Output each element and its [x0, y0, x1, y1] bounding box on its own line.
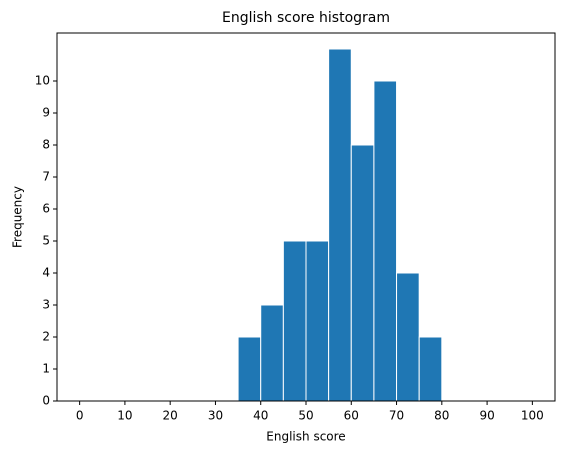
x-tick-label: 80 — [434, 409, 449, 423]
y-tick-label: 2 — [42, 330, 50, 344]
y-tick-label: 0 — [42, 394, 50, 408]
x-tick-label: 20 — [163, 409, 178, 423]
bar — [418, 336, 443, 402]
y-tick-label: 4 — [42, 266, 50, 280]
bar — [260, 304, 284, 402]
x-tick-label: 10 — [117, 409, 132, 423]
bar — [373, 80, 398, 402]
y-tick-label: 7 — [42, 170, 50, 184]
bar — [328, 48, 352, 402]
x-tick-label: 0 — [76, 409, 84, 423]
bar — [237, 336, 262, 402]
y-tick-label: 9 — [42, 106, 50, 120]
y-tick-label: 5 — [42, 234, 50, 248]
y-tick-label: 6 — [42, 202, 50, 216]
x-tick-label: 90 — [479, 409, 494, 423]
x-tick-label: 100 — [521, 409, 544, 423]
chart-title: English score histogram — [222, 10, 390, 26]
x-tick-label: 30 — [208, 409, 223, 423]
x-axis-label: English score — [266, 430, 345, 444]
x-tick-label: 60 — [344, 409, 359, 423]
bar — [305, 240, 330, 402]
y-tick-label: 10 — [35, 74, 50, 88]
bar — [350, 144, 375, 402]
bar — [282, 240, 307, 402]
y-axis-label: Frequency — [11, 186, 25, 248]
y-tick-label: 3 — [42, 298, 50, 312]
x-tick-label: 50 — [298, 409, 313, 423]
bar — [396, 272, 420, 402]
x-tick-label: 40 — [253, 409, 268, 423]
y-tick-label: 8 — [42, 138, 50, 152]
y-tick-label: 1 — [42, 362, 50, 376]
x-tick-label: 70 — [389, 409, 404, 423]
